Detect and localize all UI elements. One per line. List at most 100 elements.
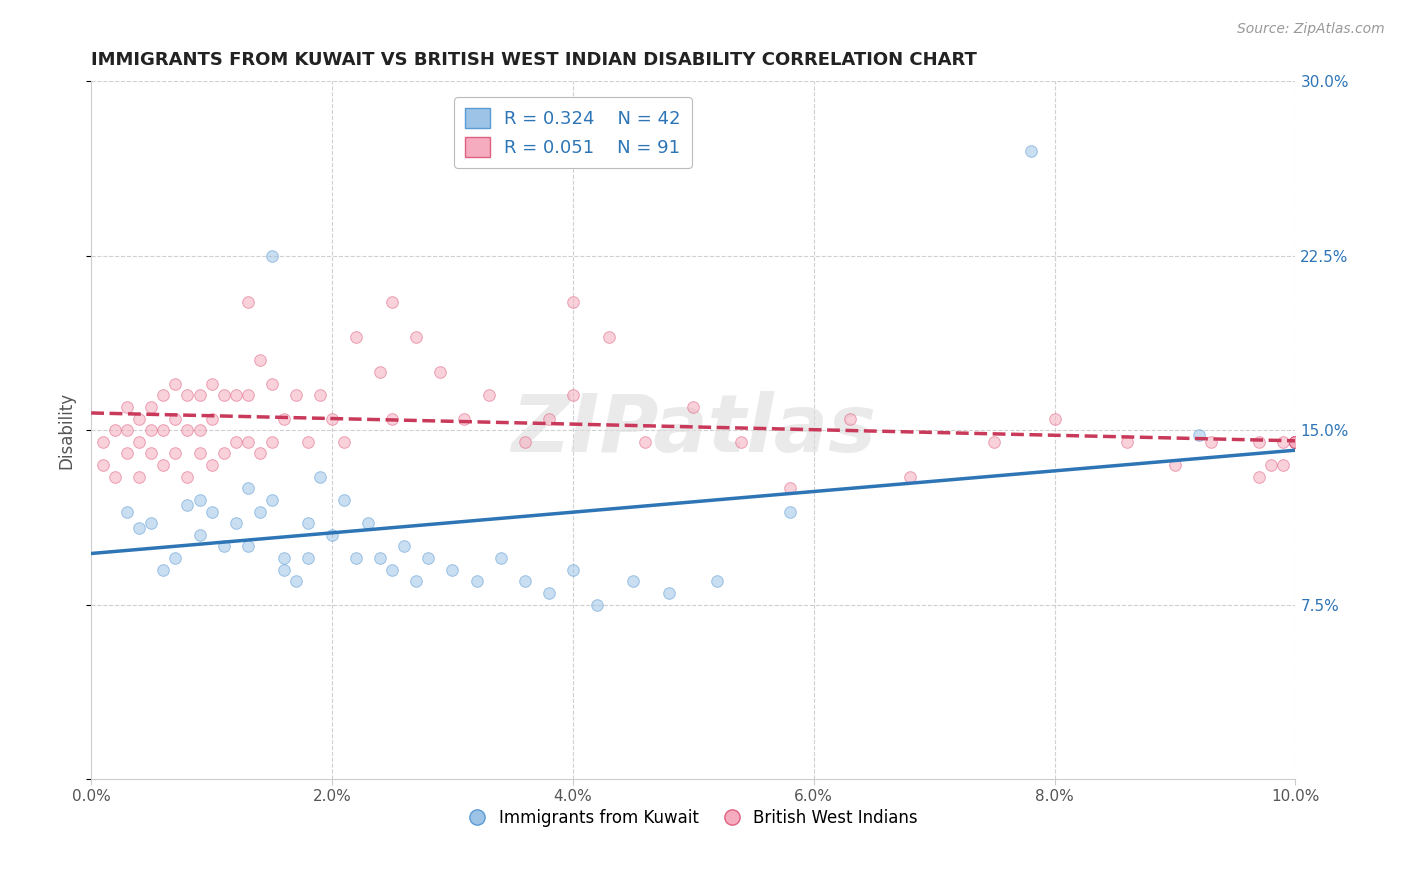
Point [1284, 434, 1306, 449]
Point [297, 551, 319, 566]
Point [489, 551, 512, 566]
Point [368, 551, 391, 566]
Point [1284, 434, 1306, 449]
Legend: Immigrants from Kuwait, British West Indians: Immigrants from Kuwait, British West Ind… [463, 802, 925, 833]
Point [1272, 458, 1295, 472]
Point [1284, 434, 1306, 449]
Point [309, 469, 332, 483]
Point [260, 376, 283, 391]
Point [141, 423, 163, 437]
Point [260, 492, 283, 507]
Point [225, 434, 247, 449]
Point [561, 295, 583, 310]
Point [1188, 427, 1211, 442]
Point [200, 458, 222, 472]
Point [621, 574, 644, 589]
Point [128, 469, 150, 483]
Point [225, 516, 247, 530]
Point [104, 469, 127, 483]
Point [200, 411, 222, 425]
Point [91, 434, 114, 449]
Point [537, 411, 560, 425]
Point [898, 469, 921, 483]
Point [513, 574, 536, 589]
Point [598, 330, 620, 344]
Point [1043, 411, 1066, 425]
Point [634, 434, 657, 449]
Point [453, 411, 475, 425]
Point [176, 388, 198, 402]
Point [706, 574, 728, 589]
Point [779, 504, 801, 518]
Point [561, 563, 583, 577]
Point [212, 540, 235, 554]
Point [152, 388, 174, 402]
Point [1249, 469, 1271, 483]
Point [381, 295, 404, 310]
Point [1019, 144, 1042, 158]
Point [212, 446, 235, 460]
Point [309, 388, 332, 402]
Point [1284, 434, 1306, 449]
Point [381, 411, 404, 425]
Point [176, 423, 198, 437]
Point [188, 492, 211, 507]
Point [249, 504, 271, 518]
Point [273, 563, 295, 577]
Point [1164, 458, 1187, 472]
Point [1284, 434, 1306, 449]
Point [441, 563, 464, 577]
Point [117, 504, 139, 518]
Point [1284, 434, 1306, 449]
Point [117, 446, 139, 460]
Point [333, 492, 356, 507]
Point [838, 411, 860, 425]
Point [236, 434, 259, 449]
Point [176, 498, 198, 512]
Point [165, 551, 187, 566]
Point [477, 388, 499, 402]
Point [284, 388, 307, 402]
Point [188, 446, 211, 460]
Point [465, 574, 488, 589]
Text: ZIPatlas: ZIPatlas [510, 391, 876, 469]
Point [1284, 434, 1306, 449]
Point [1272, 434, 1295, 449]
Point [200, 376, 222, 391]
Point [165, 411, 187, 425]
Point [152, 458, 174, 472]
Point [344, 330, 367, 344]
Point [188, 528, 211, 542]
Point [284, 574, 307, 589]
Point [128, 521, 150, 535]
Point [141, 516, 163, 530]
Point [104, 423, 127, 437]
Point [682, 400, 704, 414]
Point [297, 434, 319, 449]
Point [273, 411, 295, 425]
Point [1260, 458, 1282, 472]
Point [128, 411, 150, 425]
Point [1284, 434, 1306, 449]
Point [1284, 434, 1306, 449]
Text: Source: ZipAtlas.com: Source: ZipAtlas.com [1237, 22, 1385, 37]
Point [141, 400, 163, 414]
Point [730, 434, 752, 449]
Point [236, 481, 259, 495]
Point [1284, 434, 1306, 449]
Point [658, 586, 681, 600]
Point [1284, 434, 1306, 449]
Point [297, 516, 319, 530]
Point [405, 330, 427, 344]
Point [176, 469, 198, 483]
Point [117, 400, 139, 414]
Point [236, 295, 259, 310]
Point [1284, 434, 1306, 449]
Point [141, 446, 163, 460]
Point [260, 434, 283, 449]
Point [1284, 434, 1306, 449]
Point [1199, 434, 1222, 449]
Point [165, 446, 187, 460]
Y-axis label: Disability: Disability [58, 392, 75, 468]
Point [586, 598, 609, 612]
